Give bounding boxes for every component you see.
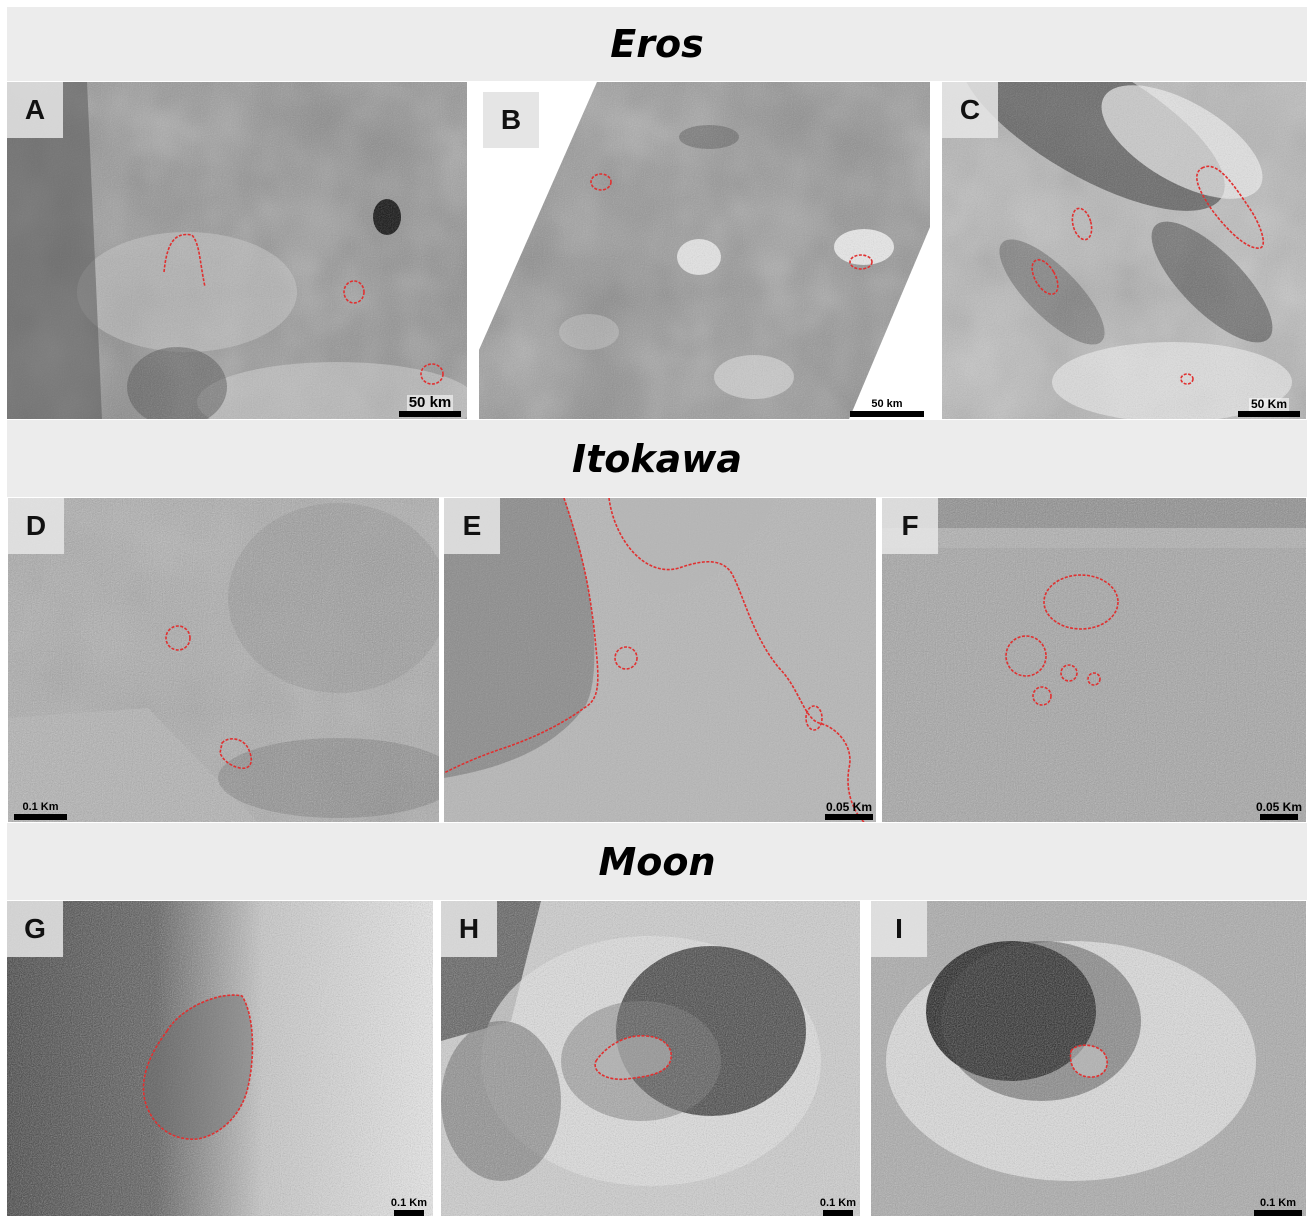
scale-label: 0.1 Km [22, 801, 59, 814]
section-header-moon: Moon [7, 823, 1307, 900]
scale-label: 0.1 Km [390, 1197, 427, 1210]
panel-g: G 0.1 Km [7, 901, 433, 1216]
scale-bar: 0.05 Km [824, 801, 874, 820]
itokawa-surface-image [882, 498, 1306, 822]
panel-b: B 50 km [479, 82, 930, 419]
scale-label: 50 km [406, 394, 454, 412]
scale-label: 0.05 Km [1255, 800, 1302, 815]
panel-i: I 0.1 Km [871, 901, 1306, 1216]
section-title: Eros [610, 22, 704, 66]
scale-bar-line [1259, 814, 1298, 820]
scale-bar: 0.1 Km [14, 802, 67, 820]
scale-bar: 0.1 Km [818, 1198, 858, 1216]
panel-label: B [483, 92, 539, 148]
panel-label: F [882, 498, 938, 554]
itokawa-surface-image [8, 498, 439, 822]
panel-label: A [7, 82, 63, 138]
lunar-surface-image [441, 901, 860, 1216]
panel-label: I [871, 901, 927, 957]
panel-c: C 50 Km [942, 82, 1306, 419]
scale-bar-line [14, 814, 67, 820]
panel-label: E [444, 498, 500, 554]
eros-surface-image [7, 82, 467, 419]
scale-bar: 0.05 Km [1254, 801, 1304, 820]
panel-label: C [942, 82, 998, 138]
scale-label: 50 km [871, 398, 903, 411]
scale-label: 0.1 Km [819, 1197, 856, 1210]
scale-bar: 0.1 Km [1254, 1198, 1302, 1216]
panel-h: H 0.1 Km [441, 901, 860, 1216]
panel-label: H [441, 901, 497, 957]
scale-bar: 50 Km [1238, 398, 1300, 417]
scale-label: 0.05 Km [825, 800, 872, 815]
scale-label: 0.1 Km [1259, 1197, 1297, 1210]
panel-a: A 50 km [7, 82, 467, 419]
eros-surface-image [479, 82, 930, 419]
scale-bar-line [824, 814, 873, 820]
section-header-itokawa: Itokawa [7, 420, 1307, 497]
scale-bar-line [399, 411, 461, 417]
scale-label: 50 Km [1248, 397, 1290, 412]
scale-bar-line [393, 1210, 424, 1216]
scale-bar: 50 km [399, 395, 461, 417]
section-header-eros: Eros [7, 7, 1307, 81]
section-title: Itokawa [571, 436, 743, 481]
panel-label: D [8, 498, 64, 554]
panel-d: D 0.1 Km [8, 498, 439, 822]
scale-bar-line [850, 411, 924, 417]
panel-label: G [7, 901, 63, 957]
scale-bar: 0.1 Km [389, 1198, 429, 1216]
panel-e: E 0.05 Km [444, 498, 876, 822]
itokawa-surface-image [444, 498, 876, 822]
scale-bar-line [1254, 1210, 1302, 1216]
eros-surface-image [942, 82, 1306, 419]
lunar-surface-image [871, 901, 1306, 1216]
scale-bar: 50 km [850, 399, 924, 417]
scale-bar-line [822, 1210, 853, 1216]
scale-bar-line [1238, 411, 1300, 417]
section-title: Moon [598, 839, 716, 884]
panel-f: F 0.05 Km [882, 498, 1306, 822]
lunar-surface-image [7, 901, 433, 1216]
